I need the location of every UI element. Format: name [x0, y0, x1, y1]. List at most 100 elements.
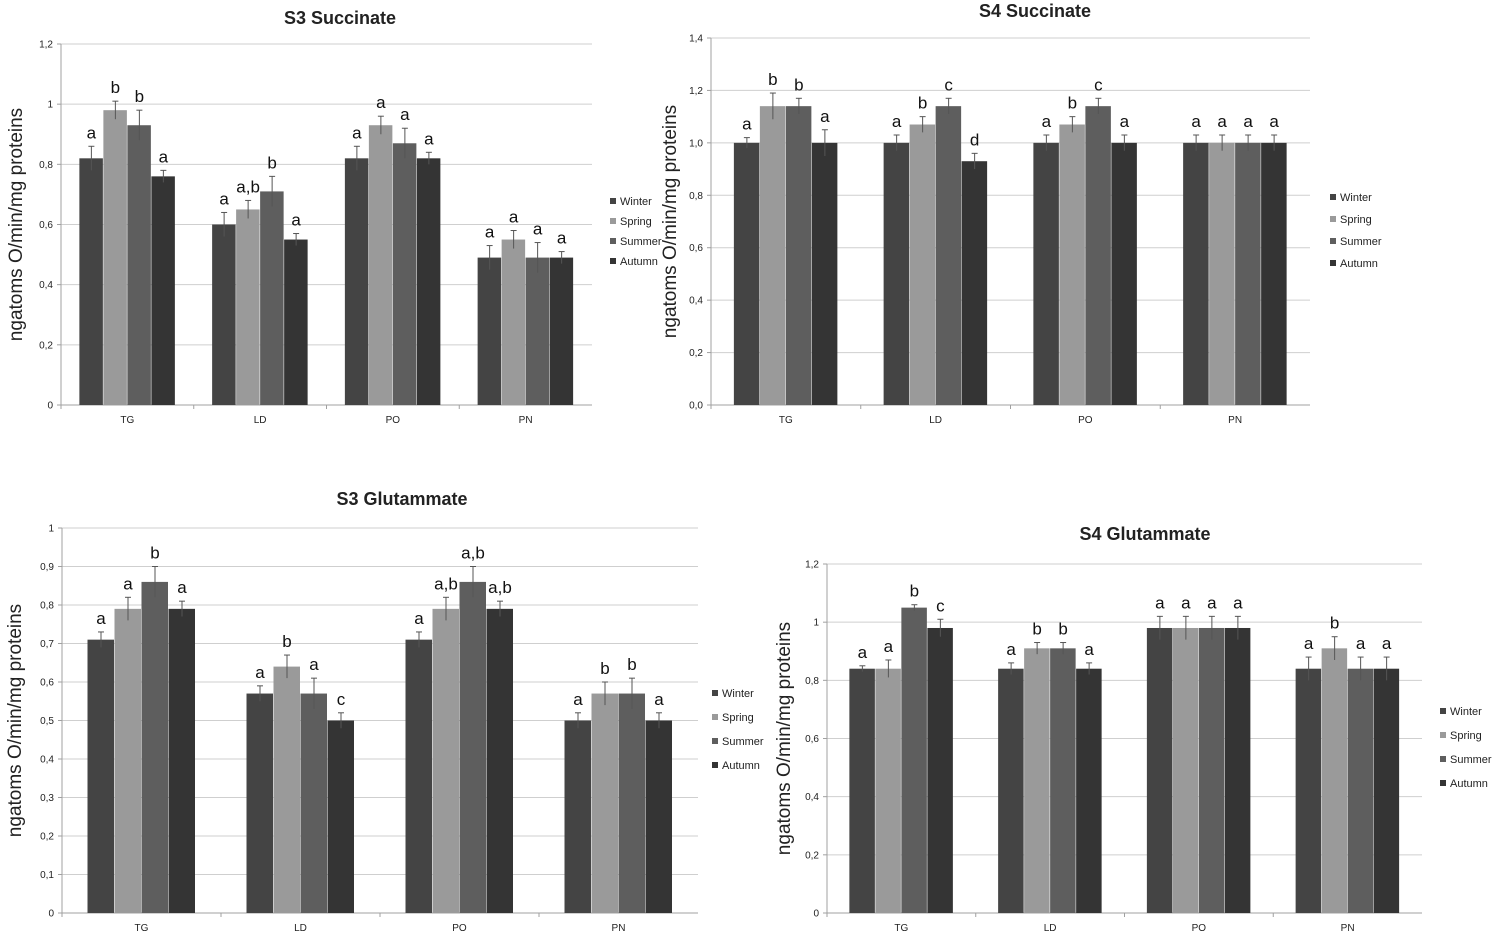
chart3-y-tick-label: 0,6: [40, 678, 54, 689]
chart3-y-tick-label: 0,8: [40, 601, 54, 612]
chart2-legend-swatch-spring: [1330, 216, 1336, 222]
chart3-y-tick-label: 0,1: [40, 870, 54, 881]
chart1-legend-label-autumn: Autumn: [620, 256, 658, 268]
chart4-significance-label: a: [1356, 634, 1366, 653]
chart2-bar-winter: [1183, 142, 1209, 405]
chart1-bar-spring: [501, 239, 526, 405]
chart3-bar-summer: [459, 581, 486, 913]
chart1-significance-label: a: [533, 220, 543, 239]
chart1-significance-label: a: [219, 189, 229, 208]
chart1-bar-autumn: [416, 158, 441, 405]
chart3-significance-label: a: [96, 609, 106, 628]
chart1-bar-autumn: [549, 257, 574, 405]
chart1-legend-label-winter: Winter: [620, 196, 652, 208]
chart2-legend-label-spring: Spring: [1340, 214, 1372, 226]
chart4-significance-label: a: [858, 643, 868, 662]
chart2-significance-label: b: [794, 75, 803, 94]
chart3-legend-swatch-winter: [712, 690, 718, 696]
chart3-y-tick-label: 1: [48, 524, 54, 535]
chart1-bar-autumn: [284, 239, 308, 405]
chart4-significance-label: a: [1304, 634, 1314, 653]
chart3-bar-winter: [246, 693, 273, 913]
chart3-bar-autumn: [645, 720, 672, 913]
chart3-x-tick-label: PO: [452, 923, 467, 934]
chart4-significance-label: b: [1330, 614, 1339, 633]
chart4-bar-autumn: [1224, 627, 1251, 913]
chart4-bar-summer: [1198, 627, 1225, 913]
chart2-bar-summer: [935, 106, 962, 406]
chart3-significance-label: b: [600, 659, 609, 678]
chart4-legend-swatch-autumn: [1440, 780, 1446, 786]
chart2-y-tick-label: 0,6: [689, 243, 703, 254]
chart3-bar-spring: [591, 693, 618, 913]
chart2-significance-label: c: [944, 75, 953, 94]
chart4-bar-spring: [1024, 648, 1050, 913]
chart3-significance-label: a,b: [461, 544, 485, 563]
chart1-significance-label: a: [376, 93, 386, 112]
chart2-bar-autumn: [961, 161, 988, 405]
chart2-y-tick-label: 0,4: [689, 296, 703, 307]
chart1-x-tick-label: PO: [386, 415, 401, 426]
chart2-bar-spring: [909, 124, 936, 405]
chart1-legend-swatch-autumn: [610, 258, 616, 264]
chart2-y-tick-label: 0,8: [689, 191, 703, 202]
chart4-y-tick-label: 1,2: [805, 560, 819, 571]
chart1-significance-label: a: [400, 105, 410, 124]
chart2-significance-label: b: [918, 94, 927, 113]
chart2-significance-label: d: [970, 130, 979, 149]
chart2-bar-winter: [883, 142, 910, 405]
chart3-y-tick-label: 0,7: [40, 639, 54, 650]
chart3-significance-label: b: [627, 655, 636, 674]
chart3-bar-winter: [564, 720, 591, 913]
chart3-significance-label: a,b: [434, 574, 458, 593]
chart2-y-tick-label: 1,4: [689, 34, 703, 45]
chart4-significance-label: a: [1207, 593, 1217, 612]
chart4-significance-label: a: [884, 637, 894, 656]
chart2-bar-autumn: [1111, 142, 1137, 405]
chart4-bar-summer: [1347, 668, 1374, 913]
chart4-x-tick-label: PN: [1341, 923, 1355, 934]
chart1-significance-label: a: [159, 147, 169, 166]
chart1-significance-label: a: [291, 211, 301, 230]
chart3-significance-label: a: [177, 578, 187, 597]
chart1-legend-swatch-winter: [610, 198, 616, 204]
chart3-significance-label: a: [654, 690, 664, 709]
chart3-legend-label-autumn: Autumn: [722, 760, 760, 772]
chart4-bar-summer: [901, 607, 927, 913]
chart2-legend-swatch-summer: [1330, 238, 1336, 244]
chart2-significance-label: a: [1120, 112, 1130, 131]
chart2-x-tick-label: PN: [1228, 415, 1242, 426]
chart2-x-tick-label: PO: [1078, 415, 1093, 426]
chart2-bar-spring: [1059, 124, 1085, 405]
chart1-bar-summer: [127, 125, 151, 405]
chart1-y-tick-label: 0,6: [39, 220, 53, 231]
chart2-y-tick-label: 1,0: [689, 138, 703, 149]
chart1-bar-winter: [344, 158, 369, 405]
chart3-bar-summer: [141, 581, 168, 913]
chart2-significance-label: a: [1243, 112, 1253, 131]
chart4-title: S4 Glutammate: [1079, 524, 1210, 544]
chart2-y-tick-label: 1,2: [689, 86, 703, 97]
chart2-significance-label: a: [742, 115, 752, 134]
chart4-significance-label: a: [1382, 634, 1392, 653]
chart4-y-tick-label: 0,2: [805, 850, 819, 861]
chart3-significance-label: a: [414, 609, 424, 628]
chart1-bar-spring: [236, 209, 260, 405]
chart4-legend-swatch-winter: [1440, 708, 1446, 714]
chart1-y-tick-label: 1: [47, 100, 53, 111]
chart2-significance-label: a: [1217, 112, 1227, 131]
chart3-y-tick-label: 0: [48, 909, 54, 920]
chart4-legend-label-autumn: Autumn: [1450, 778, 1488, 790]
chart1-y-tick-label: 0,2: [39, 340, 53, 351]
chart2-bar-summer: [1085, 106, 1111, 406]
chart4-significance-label: b: [1058, 620, 1067, 639]
chart3-y-tick-label: 0,3: [40, 793, 54, 804]
chart3-significance-label: a: [255, 663, 265, 682]
chart4-bar-spring: [1321, 648, 1348, 913]
chart3-significance-label: b: [282, 632, 291, 651]
chart3-y-axis-label: ngatoms O/min/mg proteins: [5, 604, 26, 837]
chart2-significance-label: a: [1191, 112, 1201, 131]
chart3-bar-spring: [432, 608, 459, 913]
chart3-legend-swatch-autumn: [712, 762, 718, 768]
